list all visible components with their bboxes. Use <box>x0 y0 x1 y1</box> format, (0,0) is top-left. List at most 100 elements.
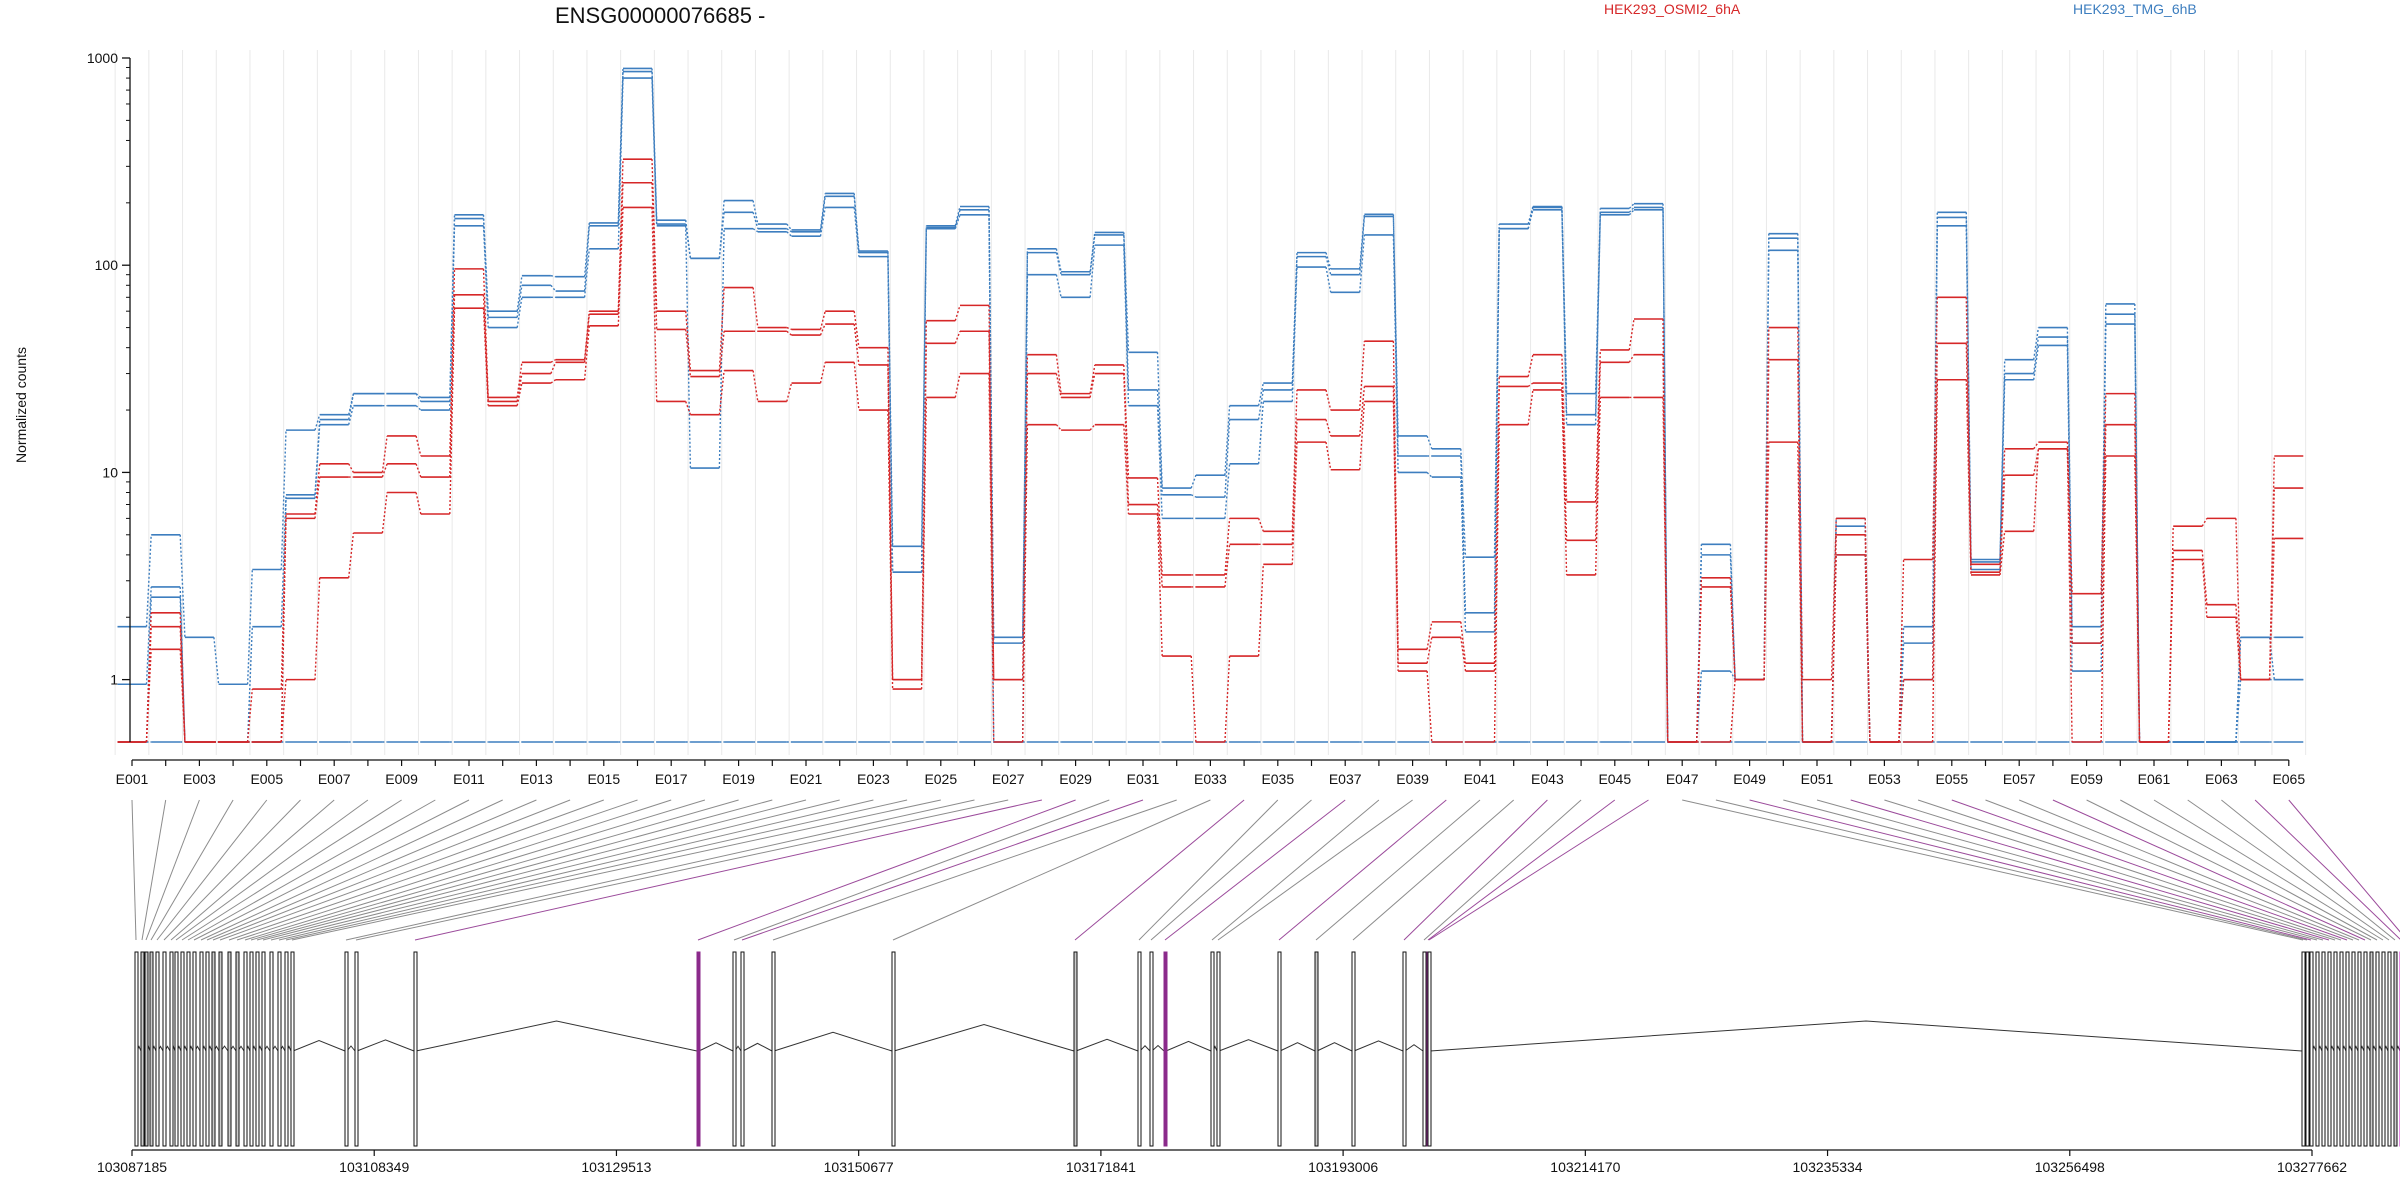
coordinate-label: 103171841 <box>1066 1159 1136 1175</box>
series-connector <box>1089 245 1096 298</box>
exon-connector <box>733 799 1110 941</box>
series-connector <box>1931 379 1938 743</box>
series-connector <box>1156 389 1163 495</box>
series-connector <box>415 393 422 402</box>
series-line-5 <box>117 158 2304 743</box>
series-connector <box>954 373 961 398</box>
series-connector <box>853 207 860 257</box>
series-connector <box>246 569 253 685</box>
series-connector <box>145 534 152 627</box>
series-connector <box>1055 354 1062 394</box>
exon-connector <box>163 799 301 941</box>
series-connector <box>786 228 792 233</box>
series-connector <box>2235 617 2242 680</box>
series-connector <box>583 248 590 298</box>
x-tick-label: E037 <box>1329 771 1362 787</box>
series-connector <box>280 679 287 743</box>
series-connector <box>1359 234 1366 293</box>
exon-connector <box>2120 799 2378 941</box>
series-connector <box>348 532 355 578</box>
series-connector <box>1156 477 1163 575</box>
series-connector <box>1325 252 1332 270</box>
x-tick-label: E029 <box>1059 771 1092 787</box>
exon-connector <box>2153 799 2384 941</box>
exon-connector <box>1150 799 1312 941</box>
exon-box <box>891 951 896 1147</box>
series-connector <box>1594 362 1601 541</box>
coordinate-label: 103087185 <box>97 1159 167 1175</box>
coordinate-label: 103108349 <box>339 1159 409 1175</box>
exon-connector <box>1682 799 2304 941</box>
series-connector <box>2033 345 2040 380</box>
series-connector <box>449 225 456 411</box>
exon-box <box>227 951 232 1147</box>
exon-connector <box>1074 799 1245 941</box>
exon-box <box>169 951 174 1147</box>
exon-box <box>2357 951 2362 1147</box>
series-connector <box>2033 441 2039 450</box>
series-connector <box>819 207 826 237</box>
series-connector <box>718 331 725 377</box>
series-connector <box>1561 354 1568 503</box>
exon-connector <box>1403 799 1548 941</box>
axes: 1 10 100 1000 E001 E003 E005 E007 E009 E011 E013 E0… <box>87 50 2306 787</box>
exon-box <box>243 951 248 1147</box>
exon-box <box>140 951 145 1147</box>
series-connector <box>1359 216 1366 275</box>
series-connector <box>348 463 355 473</box>
series-connector <box>482 225 489 328</box>
series-connector <box>381 492 388 534</box>
series-connector <box>1999 448 2006 565</box>
series-connector <box>1325 389 1332 411</box>
series-connector <box>1291 419 1298 545</box>
series-connector <box>314 424 321 499</box>
exon-box <box>1277 951 1282 1147</box>
exon-box <box>284 951 289 1147</box>
exon-connector <box>262 799 807 941</box>
exon-box <box>2301 951 2306 1147</box>
series-connector <box>1864 554 1871 743</box>
series-connector <box>1965 379 1972 575</box>
x-tick-label: E021 <box>790 771 823 787</box>
exon-box <box>162 951 167 1147</box>
series-connector <box>2100 393 2107 594</box>
series-connector <box>1089 234 1096 275</box>
series-connector <box>145 586 152 685</box>
exon-box <box>174 951 179 1147</box>
exon-box <box>186 951 191 1147</box>
series-connector <box>2201 518 2208 527</box>
series-connector <box>516 373 523 402</box>
x-tick-label: E053 <box>1868 771 1901 787</box>
exon-box <box>218 951 223 1147</box>
series-connector <box>1594 349 1601 502</box>
series-connector <box>482 268 489 398</box>
series-connector <box>583 311 590 360</box>
series-connector <box>1291 267 1298 402</box>
series-connector <box>583 222 590 277</box>
exon-connector <box>170 799 335 941</box>
exon-box <box>1163 951 1168 1147</box>
exon-box <box>255 951 260 1147</box>
exon-connector <box>145 799 200 941</box>
x-tick-label: E009 <box>385 771 418 787</box>
series-connector <box>1763 250 1770 680</box>
series-connector <box>1460 477 1467 632</box>
series-connector <box>1628 209 1635 216</box>
series-connector <box>1931 343 1938 680</box>
series-connector <box>2268 538 2275 680</box>
exon-box <box>344 951 349 1147</box>
x-tick-label: E025 <box>924 771 957 787</box>
series-connector <box>1359 214 1366 269</box>
series-connector <box>1123 245 1130 406</box>
intron-line <box>415 1020 698 1052</box>
exon-connector <box>187 799 436 941</box>
coordinate-label: 103150677 <box>824 1159 894 1175</box>
series-connector <box>651 78 658 226</box>
series-connector <box>1022 373 1029 680</box>
exon-box <box>2387 951 2392 1147</box>
exon-box <box>1137 951 1142 1147</box>
exon-connector <box>156 799 268 941</box>
exon-connector <box>250 799 739 941</box>
series-connector <box>1089 424 1096 431</box>
exon-connector <box>741 799 1144 941</box>
